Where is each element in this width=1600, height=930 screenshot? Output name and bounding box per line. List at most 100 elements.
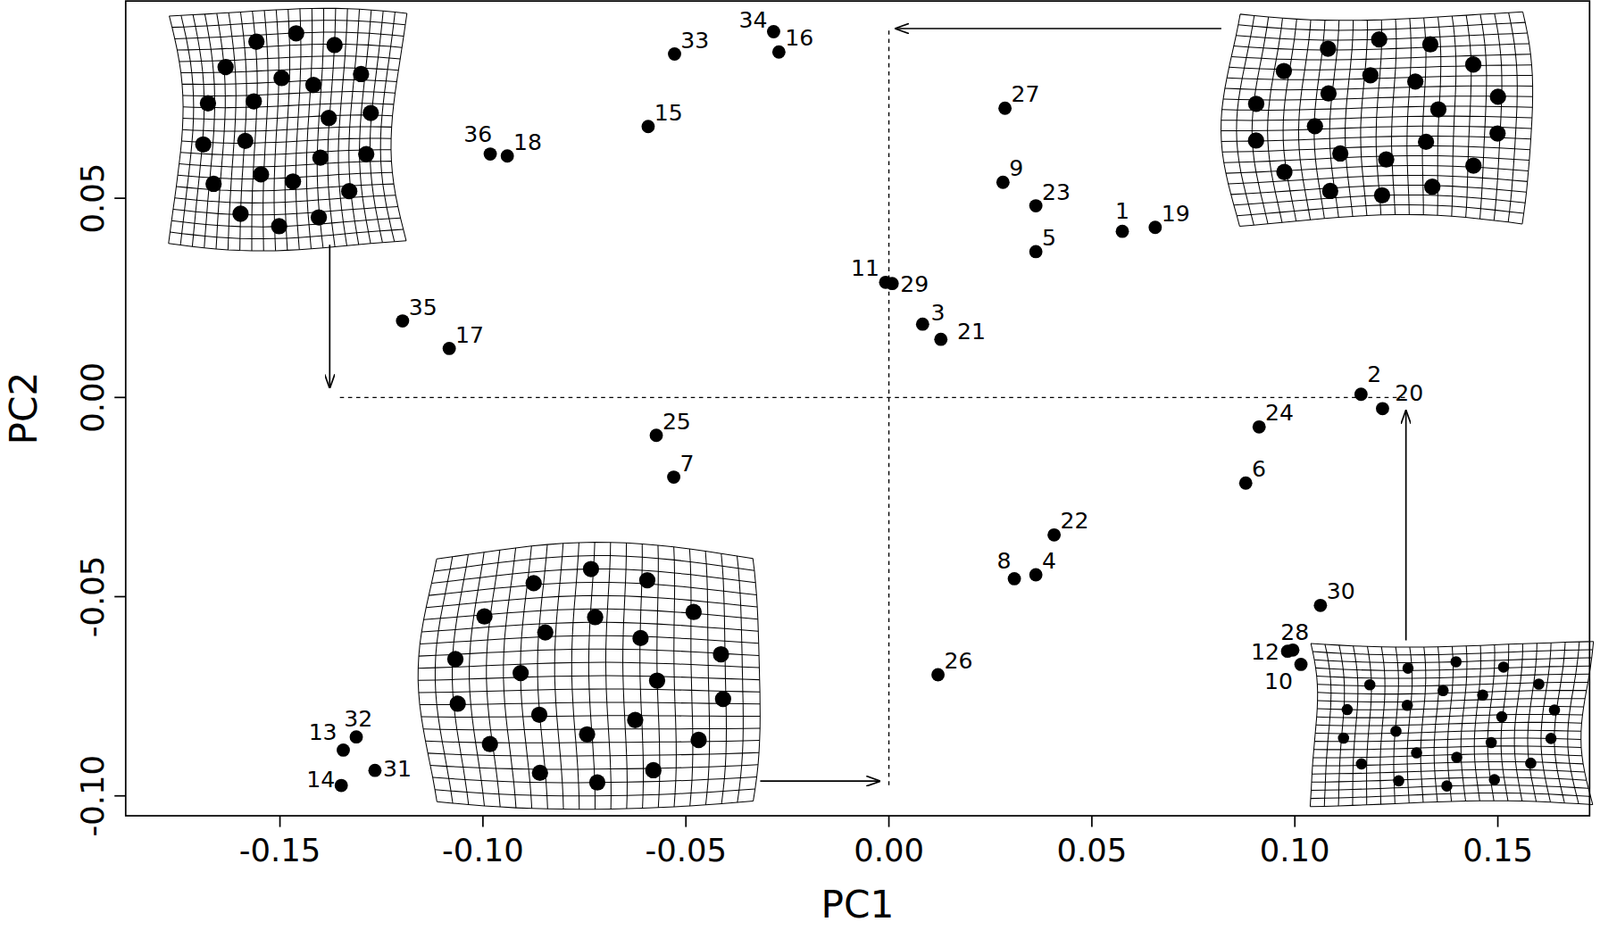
point-label: 3	[930, 300, 945, 326]
grid-line	[1522, 11, 1534, 225]
landmark	[252, 166, 269, 183]
point-label: 13	[308, 719, 338, 746]
point-label: 36	[463, 121, 492, 148]
landmark	[1485, 737, 1498, 750]
circle-point	[1313, 599, 1327, 613]
y-tick	[114, 596, 126, 599]
landmark	[1490, 88, 1507, 105]
point-label: 1	[1115, 198, 1130, 225]
landmark	[1371, 31, 1388, 48]
chart: 1234567891011121314151617181920212223242…	[0, 0, 1600, 930]
point-label: 24	[1265, 400, 1294, 426]
circle-point	[1294, 658, 1309, 672]
circle-point	[1239, 476, 1253, 491]
landmark	[1332, 145, 1349, 162]
landmark	[525, 575, 542, 592]
landmark	[248, 33, 265, 50]
landmark	[645, 762, 662, 779]
landmark	[1392, 775, 1405, 788]
grid-line	[1581, 641, 1594, 806]
point-label: 12	[1250, 639, 1280, 666]
landmark	[1248, 95, 1265, 112]
grid-bg	[168, 8, 408, 251]
x-tick	[684, 816, 687, 828]
landmark	[312, 150, 329, 167]
point-label: 4	[1041, 548, 1057, 575]
points	[334, 25, 1390, 792]
x-tick	[1293, 816, 1296, 828]
landmark	[1424, 178, 1441, 195]
landmark	[288, 25, 305, 42]
point-label: 18	[513, 129, 542, 156]
landmark	[1275, 164, 1292, 181]
grid-line	[168, 241, 407, 251]
circle-point	[650, 428, 664, 442]
circle-point	[641, 119, 656, 134]
landmark	[1417, 133, 1434, 150]
y-axis-title: PC2	[1, 372, 46, 446]
point-label: 21	[957, 318, 986, 345]
landmark	[271, 217, 288, 234]
circle-point	[916, 317, 930, 332]
reference-line	[340, 397, 1409, 399]
grid-line	[1239, 214, 1522, 226]
point-label: 8	[997, 548, 1012, 575]
landmark	[326, 36, 343, 53]
landmark	[450, 695, 467, 712]
circle-point	[368, 764, 383, 778]
point-label: 19	[1161, 200, 1191, 227]
landmark	[1465, 157, 1482, 174]
circle-point	[1148, 220, 1162, 234]
circle-point	[1008, 572, 1022, 586]
x-tick-label: -0.15	[239, 832, 322, 869]
grid-line	[173, 207, 399, 216]
landmark	[1337, 733, 1350, 745]
circle-point	[336, 743, 350, 758]
y-tick-label: 0.00	[74, 362, 111, 434]
landmark	[305, 76, 322, 93]
y-tick-label: -0.10	[74, 755, 111, 838]
grid-line	[1554, 642, 1566, 804]
point-label: 20	[1394, 380, 1424, 407]
circle-point	[931, 668, 945, 683]
circle-point	[1286, 643, 1300, 658]
point-label: 5	[1041, 225, 1057, 251]
landmark	[284, 173, 301, 190]
point-label: 7	[679, 450, 694, 477]
y-tick	[114, 396, 126, 399]
landmark	[1441, 780, 1453, 792]
landmark	[1476, 690, 1489, 702]
landmark	[482, 736, 499, 753]
landmark	[1275, 62, 1292, 79]
point-label: 35	[408, 294, 438, 321]
y-tick-label: -0.05	[74, 556, 111, 639]
x-tick-label: -0.10	[441, 832, 525, 869]
landmark	[362, 104, 379, 121]
landmark	[320, 109, 337, 126]
landmark	[1450, 751, 1463, 764]
point-label: 32	[343, 706, 373, 733]
circle-point	[350, 730, 364, 744]
point-label: 27	[1010, 81, 1040, 108]
arrow	[895, 27, 1221, 30]
landmark	[1498, 661, 1510, 674]
landmark	[352, 66, 369, 83]
circle-point	[996, 175, 1010, 190]
landmark	[1307, 117, 1324, 134]
landmark	[685, 604, 702, 621]
deformation-grid	[1221, 11, 1534, 226]
point-label: 34	[739, 7, 768, 34]
landmark	[537, 624, 554, 641]
arrow	[1405, 410, 1408, 641]
x-tick-label: 0.15	[1462, 832, 1534, 869]
arrow	[759, 780, 880, 783]
x-tick	[1091, 816, 1093, 828]
circle-point	[766, 25, 781, 39]
landmark	[639, 572, 656, 589]
grid-line	[721, 553, 727, 804]
point-label: 30	[1326, 578, 1356, 605]
circle-point	[395, 314, 409, 328]
grid-line	[1493, 13, 1502, 221]
circle-point	[334, 779, 349, 793]
landmark	[1320, 85, 1337, 102]
